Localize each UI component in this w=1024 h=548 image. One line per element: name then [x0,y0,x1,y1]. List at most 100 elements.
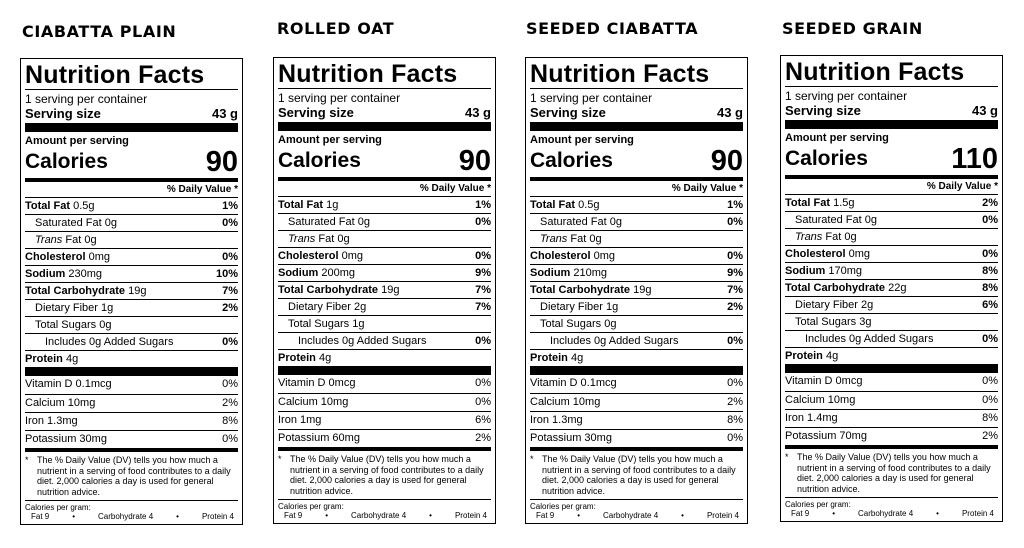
footnote-text: The % Daily Value (DV) tells you how muc… [542,454,736,496]
cholesterol-row: Cholesterol 0mg 0% [785,245,998,262]
fiber-value: 2g [354,301,367,313]
total-fat-row: Total Fat 1g 1% [278,196,491,213]
total-carb-value: 22g [888,282,907,294]
daily-value-footnote: * The % Daily Value (DV) tells you how m… [785,449,998,494]
total-fat-label: Total Fat [530,199,576,211]
calories-per-gram-row: Fat 9 • Carbohydrate 4 • Protein 4 [785,509,998,519]
fiber-row: Dietary Fiber 2g 7% [278,298,491,315]
sodium-row: Sodium 170mg 8% [785,262,998,279]
total-fat-row: Total Fat 0.5g 1% [530,196,743,213]
potassium-value: 30mg [79,433,107,445]
vitamin-d-dv: 0% [982,375,998,387]
nutrition-facts-panel: Nutrition Facts 1 serving per container … [780,55,1003,522]
cpg-bullet: • [429,511,432,520]
total-carb-row: Total Carbohydrate 22g 8% [785,279,998,296]
sodium-row: Sodium 200mg 9% [278,264,491,281]
total-carb-dv: 7% [727,284,743,296]
total-sugars-label: Total Sugars [35,319,97,331]
serving-size-label: Serving size [278,105,354,120]
calories-row: Calories 110 [785,143,998,175]
total-fat-value: 0.5g [578,199,600,211]
vitamin-d-dv: 0% [222,378,238,390]
total-carb-label: Total Carbohydrate [278,284,379,296]
divider-medium [25,178,238,182]
cpg-carbohydrate: Carbohydrate 4 [858,509,914,518]
sodium-label: Sodium [785,265,826,277]
calories-value: 90 [205,146,238,178]
daily-value-header: % Daily Value * [671,183,743,194]
vitamin-d-dv: 0% [727,377,743,389]
calories-label: Calories [25,150,108,173]
calories-per-gram-title: Calories per gram: [530,502,596,511]
daily-value-footnote: * The % Daily Value (DV) tells you how m… [25,452,238,497]
sodium-row: Sodium 230mg 10% [25,265,238,282]
servings-per-container: 1 serving per container [785,89,908,103]
protein-label: Protein [530,352,568,364]
nutrition-facts-panel: Nutrition Facts 1 serving per container … [525,57,748,524]
cholesterol-dv: 0% [222,251,238,263]
iron-label: Iron [25,415,44,427]
added-sugars-prefix: Includes [45,336,90,348]
saturated-fat-value: 0g [357,216,370,228]
serving-size-row: Serving size 43 g [530,105,743,120]
divider-thick [530,122,743,131]
calories-per-gram-row: Fat 9 • Carbohydrate 4 • Protein 4 [530,511,743,521]
total-sugars-label: Total Sugars [288,318,350,330]
fiber-label: Dietary Fiber [540,301,603,313]
saturated-fat-dv: 0% [727,216,743,228]
calcium-dv: 0% [982,394,998,406]
iron-dv: 8% [982,412,998,424]
saturated-fat-label: Saturated Fat [288,216,355,228]
cholesterol-value: 0mg [848,248,870,260]
divider [278,88,491,89]
iron-value: 1.3mg [552,414,583,426]
calories-per-gram-title: Calories per gram: [278,502,344,511]
protein-row: Protein 4g [278,349,491,366]
divider [25,89,238,90]
total-fat-value: 1g [326,199,339,211]
cpg-bullet: • [577,511,581,520]
added-sugars-row: Includes 0g Added Sugars 0% [278,332,491,349]
footnote-asterisk: * [785,452,789,462]
fiber-label: Dietary Fiber [795,299,858,311]
calcium-row: Calcium 10mg 2% [530,393,743,411]
fiber-label: Dietary Fiber [288,301,351,313]
iron-label: Iron [785,412,804,424]
product-column: SEEDED GRAIN [782,19,923,38]
potassium-dv: 2% [982,430,998,442]
calories-value: 90 [710,145,743,177]
serving-size-row: Serving size 43 g [278,105,491,120]
daily-value-footnote: * The % Daily Value (DV) tells you how m… [278,451,491,496]
calories-value: 110 [951,143,998,175]
potassium-dv: 2% [475,432,491,444]
potassium-value: 60mg [332,432,360,444]
added-sugars-dv: 0% [727,335,743,347]
daily-value-header: % Daily Value * [419,183,491,194]
serving-size-label: Serving size [25,106,101,121]
cpg-bullet: • [176,512,179,521]
calcium-dv: 0% [475,396,491,408]
total-fat-dv: 2% [982,197,998,209]
iron-value: 1.4mg [807,412,838,424]
potassium-row: Potassium 70mg 2% [785,427,998,445]
footnote-asterisk: * [278,454,282,464]
total-fat-row: Total Fat 0.5g 1% [25,197,238,214]
cholesterol-dv: 0% [982,248,998,260]
divider-medium [785,175,998,179]
divider-medium [278,447,491,451]
calcium-value: 10mg [67,397,96,409]
product-column: CIABATTA PLAIN [22,22,176,41]
vitamin-d-label: Vitamin D [278,377,326,389]
daily-value-header: % Daily Value * [926,181,998,192]
trans-fat-row: Trans Fat 0g [278,230,491,247]
added-sugars-value: 0g [89,336,102,348]
calories-row: Calories 90 [25,146,238,178]
sodium-label: Sodium [530,267,571,279]
fiber-dv: 7% [475,301,491,313]
cpg-bullet: • [72,512,76,521]
total-fat-label: Total Fat [785,197,831,209]
serving-size-label: Serving size [785,103,861,118]
added-sugars-dv: 0% [222,336,238,348]
iron-row: Iron 1.4mg 8% [785,409,998,427]
nutrition-facts-heading: Nutrition Facts [530,60,710,88]
